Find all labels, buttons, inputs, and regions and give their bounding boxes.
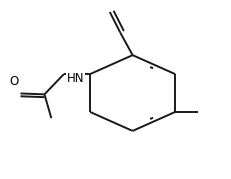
Text: O: O: [9, 75, 18, 88]
Text: HN: HN: [67, 72, 84, 84]
